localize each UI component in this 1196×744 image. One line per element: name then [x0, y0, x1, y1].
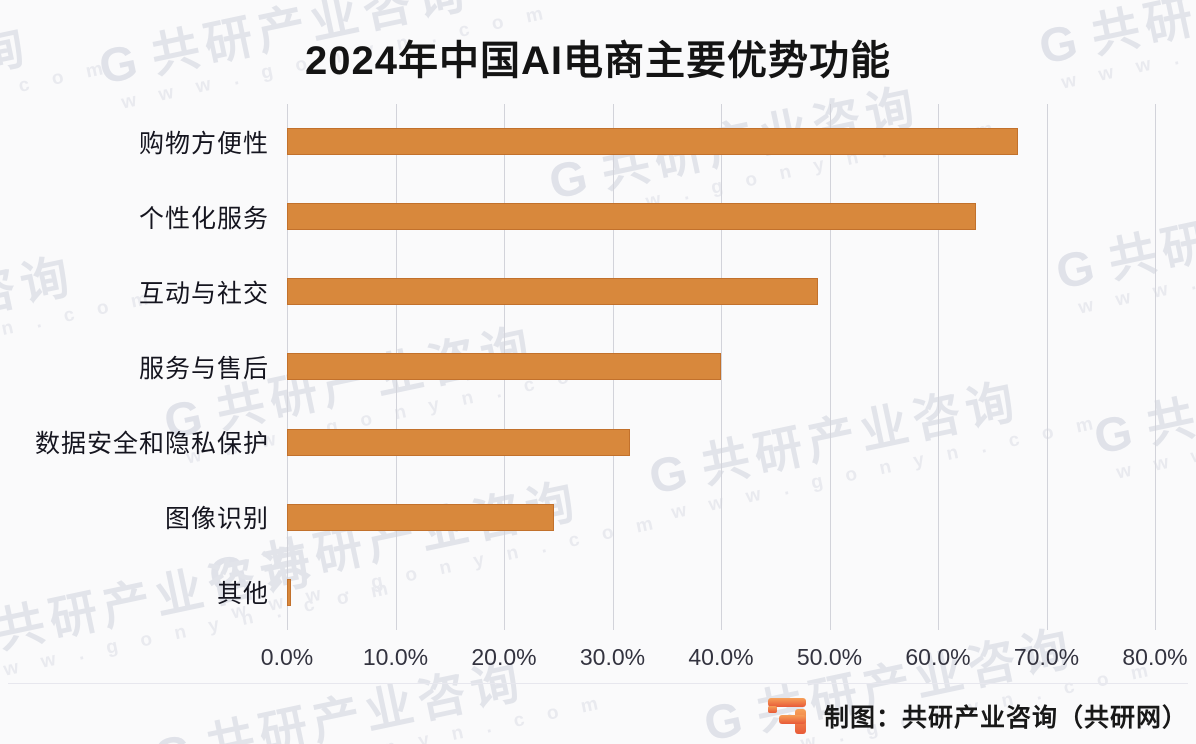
bar — [287, 278, 818, 306]
x-tick-label: 20.0% — [471, 644, 537, 670]
category-label: 购物方便性 — [138, 129, 269, 158]
x-tick-label: 10.0% — [362, 644, 429, 670]
watermark-logo-glyph: G — [150, 724, 203, 744]
gridline — [1046, 104, 1048, 630]
bar-row: 互动与社交 — [0, 254, 1155, 329]
bar-row: 图像识别 — [0, 480, 1155, 555]
bar — [287, 503, 554, 531]
bar — [287, 428, 630, 456]
bar-track — [287, 353, 1155, 381]
x-tick-label: 60.0% — [905, 644, 971, 670]
gridline — [938, 104, 939, 630]
bar-chart: 购物方便性 个性化服务 互动与社交 服务与售后 数据安全和隐私保护 图像识别 其… — [0, 104, 1155, 630]
bar-row: 服务与售后 — [0, 329, 1155, 404]
credit-text: 制图：共研产业咨询（共研网） — [823, 704, 1188, 732]
bar-row: 数据安全和隐私保护 — [0, 405, 1155, 480]
category-label: 服务与售后 — [138, 354, 269, 383]
bar-row: 个性化服务 — [0, 179, 1155, 254]
watermark-logo-glyph: G — [699, 691, 754, 744]
bar-row: 购物方便性 — [0, 104, 1155, 179]
bar-track — [287, 503, 1155, 531]
x-tick-label: 70.0% — [1013, 644, 1080, 670]
bar — [287, 353, 721, 381]
category-label: 图像识别 — [164, 505, 269, 534]
gridline — [1155, 104, 1156, 630]
bar — [287, 578, 292, 606]
x-tick-label: 0.0% — [260, 644, 314, 670]
x-axis: 0.0% 10.0% 20.0% 30.0% 40.0% 50.0% 60.0%… — [261, 644, 1188, 674]
chart-title: 2024年中国AI电商主要优势功能 — [305, 39, 891, 83]
gridline — [721, 104, 722, 630]
bar-track — [287, 278, 1155, 306]
gridline — [829, 104, 831, 630]
x-tick-label: 40.0% — [688, 644, 754, 670]
bar-track — [287, 428, 1155, 456]
footer-divider — [8, 683, 1188, 684]
bar-row: 其他 — [0, 555, 1155, 630]
category-label: 互动与社交 — [138, 279, 269, 308]
category-label: 数据安全和隐私保护 — [34, 430, 269, 459]
footer: 制图：共研产业咨询（共研网） — [764, 694, 1188, 738]
bar-track — [287, 578, 1155, 606]
watermark-url-text: w w w . g o n y n . c o m — [175, 692, 609, 744]
category-label: 其他 — [216, 580, 269, 609]
bar — [287, 128, 1019, 156]
x-tick-label: 80.0% — [1122, 644, 1188, 670]
x-tick-label: 50.0% — [796, 644, 863, 670]
bar-track — [287, 203, 1155, 231]
bar — [287, 203, 976, 231]
gonyn-logo-icon — [767, 698, 806, 734]
bar-track — [287, 128, 1155, 156]
x-tick-label: 30.0% — [579, 644, 646, 670]
category-label: 个性化服务 — [138, 204, 269, 233]
